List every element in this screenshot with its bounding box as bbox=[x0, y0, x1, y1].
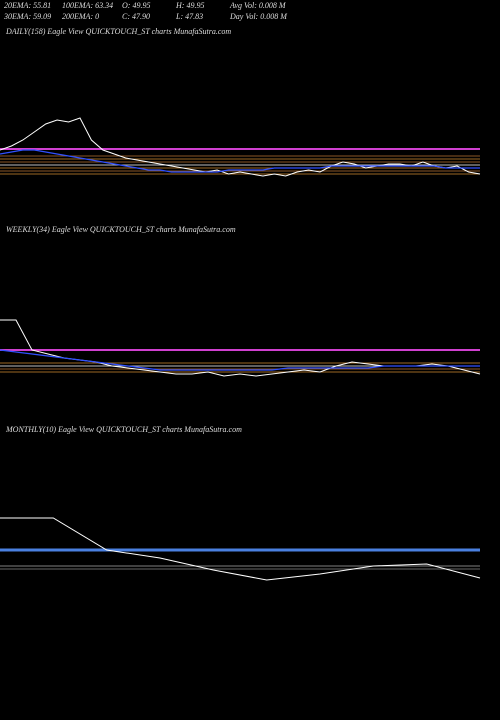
price-line bbox=[0, 149, 480, 173]
header-stat: O: 49.95 bbox=[122, 1, 150, 10]
price-line bbox=[0, 349, 480, 371]
header-stat: 20EMA: 55.81 bbox=[4, 1, 51, 10]
header-stat: 30EMA: 59.09 bbox=[3, 12, 51, 21]
header-stat: Day Vol: 0.008 M bbox=[229, 12, 288, 21]
price-line bbox=[0, 117, 481, 177]
header-stat: 100EMA: 63.34 bbox=[62, 1, 113, 10]
panel-title: MONTHLY(10) Eagle View QUICKTOUCH_ST cha… bbox=[5, 425, 242, 434]
header-stat: C: 47.90 bbox=[122, 12, 150, 21]
header-stat: Avg Vol: 0.008 M bbox=[229, 1, 287, 10]
header-stat: L: 47.83 bbox=[175, 12, 203, 21]
panel-title: WEEKLY(34) Eagle View QUICKTOUCH_ST char… bbox=[6, 225, 236, 234]
panel-title: DAILY(158) Eagle View QUICKTOUCH_ST char… bbox=[5, 27, 231, 36]
price-line bbox=[0, 517, 481, 581]
header-stat: 200EMA: 0 bbox=[62, 12, 99, 21]
header-stat: H: 49.95 bbox=[175, 1, 204, 10]
price-line bbox=[0, 319, 481, 377]
